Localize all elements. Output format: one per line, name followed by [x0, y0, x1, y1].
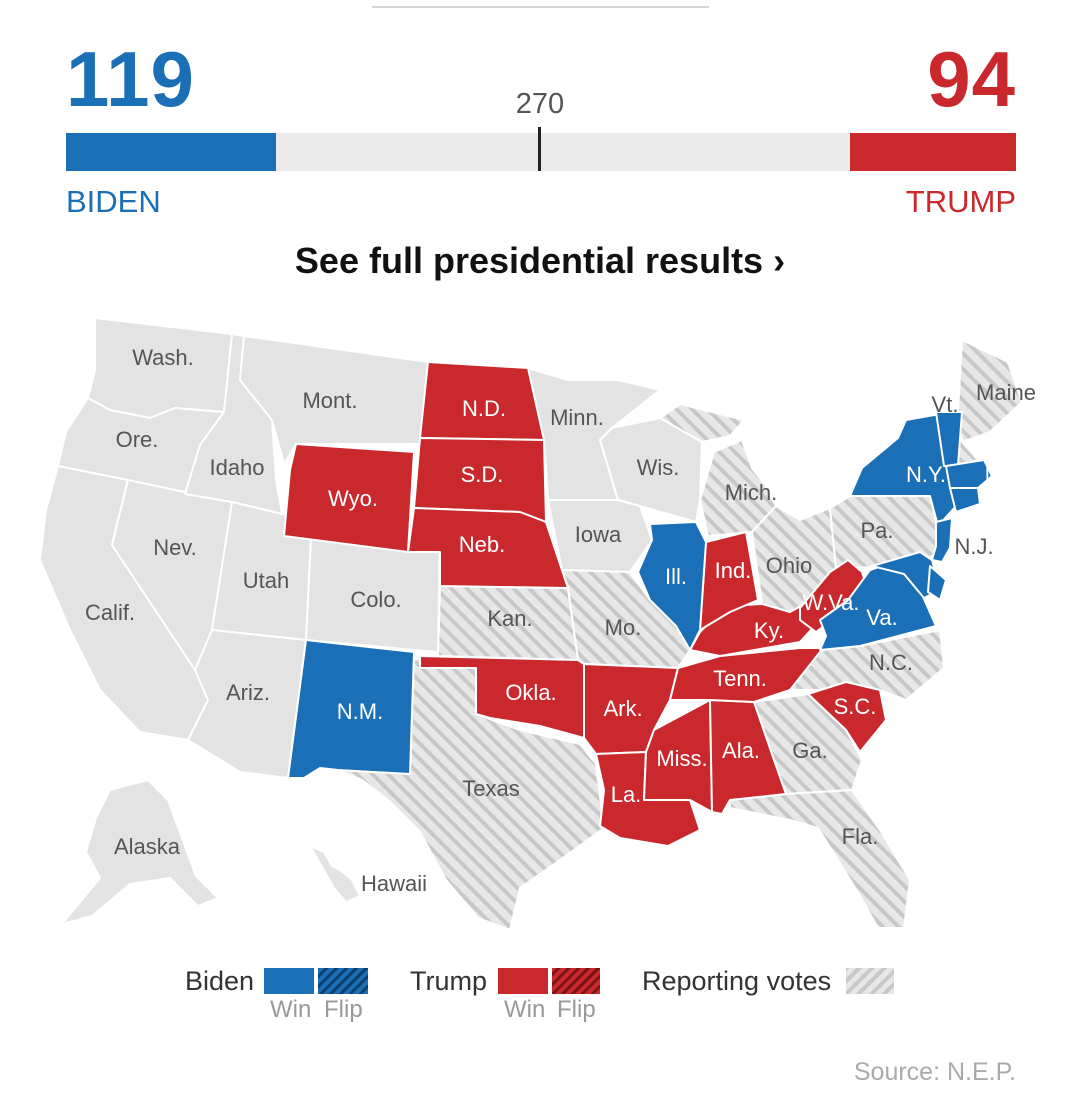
trump-bar-fill	[850, 133, 1016, 171]
legend-reporting-swatch	[846, 968, 894, 994]
state-alaska	[61, 779, 219, 925]
legend-biden-flip-label: Flip	[324, 996, 363, 1023]
legend-biden-win-swatch	[264, 968, 314, 994]
state-label-ok: Okla.	[505, 680, 556, 705]
state-mo	[561, 569, 691, 669]
state-label-il: Ill.	[665, 564, 687, 589]
state-label-me: Maine	[976, 380, 1036, 405]
state-label-co: Colo.	[350, 587, 401, 612]
state-label-pa: Pa.	[860, 518, 893, 543]
trump-electoral-votes: 94	[927, 35, 1016, 123]
state-fla	[729, 789, 911, 929]
state-hawaii	[309, 845, 361, 903]
state-tn	[669, 647, 829, 703]
legend-trump-win-label: Win	[504, 996, 546, 1023]
state-ok	[419, 655, 585, 739]
state-mi-up	[659, 403, 745, 443]
legend-biden-label: Biden	[185, 966, 255, 996]
state-label-nj: N.J.	[954, 534, 993, 559]
state-label-wv: W.Va.	[802, 590, 859, 615]
state-nj	[931, 517, 953, 563]
state-label-in: Ind.	[715, 558, 752, 583]
full-results-link[interactable]: See full presidential results ›	[294, 240, 786, 281]
state-label-ma: Mass.	[985, 462, 1044, 487]
legend-trump-flip-swatch	[552, 968, 600, 994]
state-label-nm: N.M.	[337, 699, 383, 724]
legend-trump-win-swatch	[498, 968, 548, 994]
state-label-oh: Ohio	[766, 553, 812, 578]
state-label-ks: Kan.	[487, 606, 532, 631]
state-label-tx: Texas	[462, 776, 519, 801]
trump-label: TRUMP	[905, 184, 1016, 219]
legend-biden-flip-swatch	[318, 968, 368, 994]
state-label-va: Va.	[866, 605, 897, 630]
legend-reporting-label: Reporting votes	[642, 966, 832, 996]
state-il	[637, 521, 707, 651]
state-label-mn: Minn.	[550, 405, 604, 430]
legend-trump-flip-label: Flip	[557, 996, 596, 1023]
state-va	[819, 559, 937, 651]
state-label-ut: Utah	[243, 568, 289, 593]
biden-bar-fill	[66, 133, 277, 171]
state-label-sc: S.C.	[834, 694, 877, 719]
state-label-sd: S.D.	[461, 462, 504, 487]
biden-label: BIDEN	[66, 184, 161, 219]
legend-biden-win-label: Win	[270, 996, 312, 1023]
state-label-id: Idaho	[209, 455, 264, 480]
state-ct-ri	[949, 487, 981, 513]
state-label-vt: Vt.	[932, 392, 959, 417]
state-nm	[287, 639, 415, 779]
state-label-nc: N.C.	[869, 650, 913, 675]
us-electoral-map: Wash. Ore. Calif. Nev. Idaho Mont. Wyo. Utah Ari…	[39, 317, 1044, 931]
state-label-mi: Mich.	[725, 480, 778, 505]
state-label-al: Ala.	[722, 738, 760, 763]
electoral-vote-bar	[66, 127, 1016, 171]
state-label-wi: Wis.	[637, 455, 680, 480]
state-label-ga: Ga.	[792, 738, 827, 763]
state-label-mo: Mo.	[605, 615, 642, 640]
state-mi	[699, 439, 777, 537]
state-label-ak: Alaska	[114, 834, 181, 859]
state-label-nd: N.D.	[462, 396, 506, 421]
state-label-az: Ariz.	[226, 680, 270, 705]
state-al	[709, 699, 787, 815]
state-label-ne: Neb.	[459, 532, 505, 557]
state-label-hi: Hawaii	[361, 871, 427, 896]
state-label-fl: Fla.	[842, 824, 879, 849]
state-label-or: Ore.	[116, 427, 159, 452]
state-sc	[807, 681, 887, 753]
state-ma	[945, 459, 993, 489]
state-ne	[407, 507, 569, 589]
state-label-ky: Ky.	[754, 618, 784, 643]
state-label-wa: Wash.	[132, 345, 194, 370]
state-label-la: La.	[611, 782, 642, 807]
threshold-marker	[538, 127, 541, 171]
state-label-ms: Miss.	[656, 746, 707, 771]
state-label-tn: Tenn.	[713, 666, 767, 691]
biden-electoral-votes: 119	[66, 35, 195, 123]
state-label-wy: Wyo.	[328, 486, 378, 511]
state-wy	[283, 443, 415, 553]
state-label-ia: Iowa	[575, 522, 622, 547]
state-label-ca: Calif.	[85, 600, 135, 625]
state-label-ar: Ark.	[603, 696, 642, 721]
source-note: Source: N.E.P.	[853, 1058, 1016, 1086]
top-divider	[372, 6, 709, 8]
state-label-mt: Mont.	[302, 388, 357, 413]
win-threshold: 270	[515, 88, 565, 120]
state-label-nv: Nev.	[153, 535, 197, 560]
state-dc-area	[927, 565, 947, 601]
legend-trump-label: Trump	[410, 966, 488, 996]
state-label-ny: N.Y.	[906, 462, 946, 487]
